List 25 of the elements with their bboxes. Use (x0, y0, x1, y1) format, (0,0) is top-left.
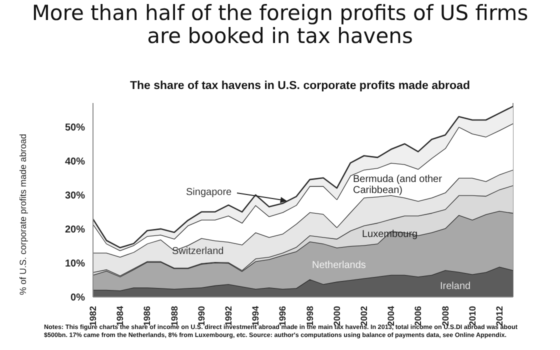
x-tick-label: 2006 (413, 306, 424, 326)
y-axis-title: % of U.S. corporate profits made abroad (18, 134, 28, 295)
y-tick-label: 0% (70, 292, 86, 304)
x-tick-label: 1998 (304, 306, 315, 326)
y-tick-label: 40% (64, 156, 86, 168)
legend-label: Singapore (186, 187, 233, 198)
y-tick-label: 30% (64, 190, 86, 202)
x-tick-label: 1982 (88, 306, 98, 326)
y-tick-label: 10% (64, 258, 86, 270)
x-tick-label: 2008 (440, 306, 450, 326)
x-tick-label: 1994 (250, 306, 261, 326)
y-tick-label: 50% (64, 122, 86, 134)
x-tick-label: 2002 (358, 306, 369, 326)
x-tick-label: 2012 (494, 306, 504, 326)
series-label: Ireland (440, 281, 472, 292)
series-label: Bermuda (and other Caribbean) (353, 174, 443, 196)
y-tick-label: 20% (64, 224, 86, 236)
x-tick-label: 1986 (142, 306, 152, 326)
chart-subtitle: The share of tax havens in U.S. corporate profits made abroad (129, 80, 471, 92)
x-tick-label: 1996 (278, 306, 288, 326)
series-label: Netherlands (312, 260, 367, 271)
series-label: Switzerland (172, 246, 225, 257)
x-tick-label: 2000 (332, 306, 342, 326)
chart-title: More than half of the foreign profits of US firms are booked in tax havens (30, 1, 530, 48)
x-tick-label: 1988 (169, 306, 180, 326)
